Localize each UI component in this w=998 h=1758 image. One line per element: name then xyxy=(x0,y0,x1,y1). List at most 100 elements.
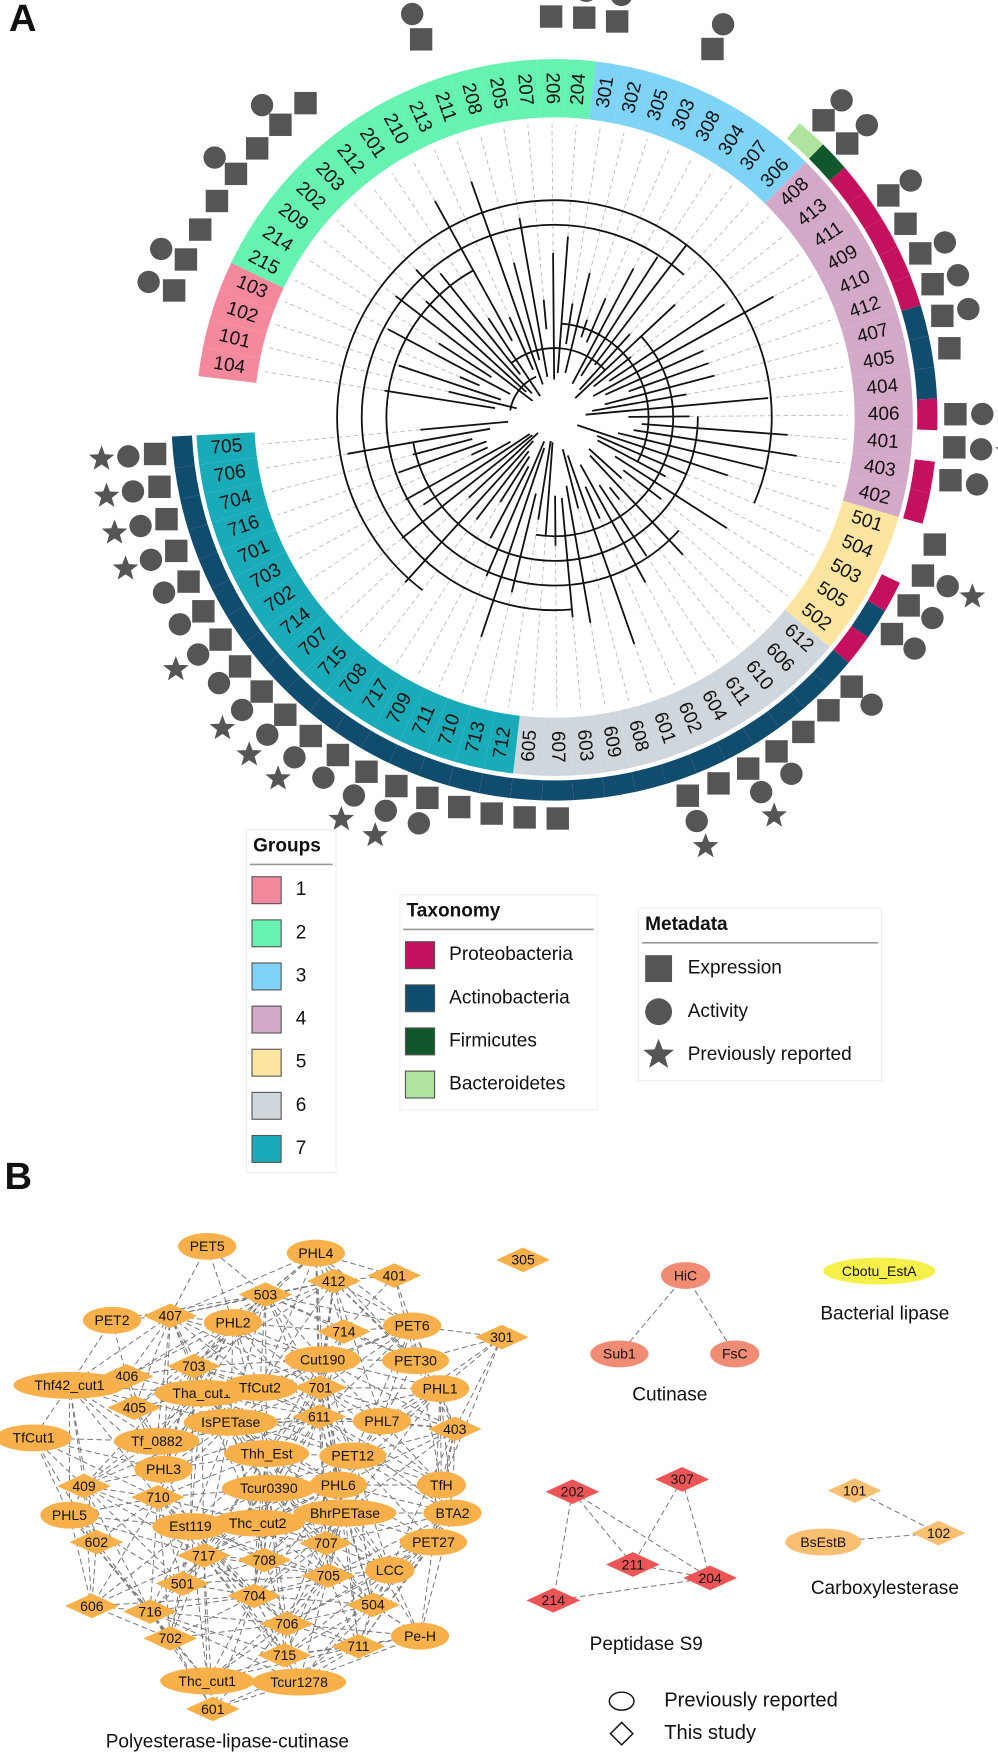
metadata-marker xyxy=(162,279,186,302)
network-edge xyxy=(318,1331,345,1417)
group-segment xyxy=(834,500,899,546)
network-edge xyxy=(318,1416,442,1486)
metadata-marker xyxy=(139,548,163,571)
metadata-marker xyxy=(168,613,192,636)
taxonomy-segment xyxy=(180,494,208,530)
network-edge xyxy=(322,1359,354,1456)
network-edge xyxy=(149,1583,183,1612)
tree-guide xyxy=(682,554,756,633)
taxonomy-segment xyxy=(916,398,938,431)
network-edge xyxy=(193,1252,317,1367)
group-segment xyxy=(852,427,913,459)
node-label: 409 xyxy=(72,1478,96,1494)
group-segment xyxy=(825,524,890,573)
network-edge xyxy=(193,1365,270,1489)
tree-guide xyxy=(657,170,714,258)
node-label: 710 xyxy=(146,1489,170,1505)
tree-guide xyxy=(395,501,501,665)
metadata-marker xyxy=(342,784,366,807)
network-edge xyxy=(286,1484,339,1625)
group-segment xyxy=(764,161,827,222)
legend-symbol xyxy=(645,955,673,983)
tree-branch xyxy=(585,297,607,343)
metadata-marker xyxy=(312,766,335,789)
tree-guide xyxy=(665,476,814,556)
network-node xyxy=(416,1471,466,1499)
network-node xyxy=(710,1340,760,1368)
network-edge xyxy=(91,1526,191,1607)
network-edge xyxy=(553,1577,711,1601)
cluster-caption: Bacterial lipase xyxy=(820,1304,949,1325)
group-segment xyxy=(198,346,261,383)
taxonomy-segment xyxy=(541,779,574,801)
node-label: Tha_cut1 xyxy=(172,1385,231,1401)
network-edge xyxy=(284,1604,374,1656)
leaf-label: 401 xyxy=(866,430,899,453)
network-edge xyxy=(454,1336,503,1430)
network-edge xyxy=(232,1322,320,1417)
metadata-marker xyxy=(230,698,254,722)
network-node xyxy=(252,1668,347,1696)
network-edge xyxy=(381,1325,413,1422)
tree-branch xyxy=(584,486,601,519)
taxonomy-segment xyxy=(211,579,245,617)
network-edge xyxy=(343,1275,395,1332)
network-edge xyxy=(133,1407,158,1442)
network-edge xyxy=(298,1575,329,1683)
network-edge xyxy=(268,1487,374,1606)
metadata-marker xyxy=(374,799,398,822)
node-label: LCC xyxy=(376,1562,404,1578)
metadata-marker xyxy=(971,402,994,426)
network-node xyxy=(210,1509,305,1537)
tree-branch xyxy=(628,415,690,418)
metadata-marker xyxy=(840,675,863,698)
node-label: TfCut1 xyxy=(13,1430,55,1446)
network-edge xyxy=(157,1496,265,1561)
tree-guide xyxy=(572,617,582,710)
node-label: 503 xyxy=(254,1286,278,1302)
metadata-marker xyxy=(150,237,173,261)
cluster-caption: Cutinase xyxy=(632,1384,707,1405)
tree-branch xyxy=(513,262,541,361)
tree-guide xyxy=(727,475,833,511)
network-edge xyxy=(157,1496,255,1597)
tree-branch xyxy=(412,438,473,456)
metadata-marker xyxy=(101,519,128,544)
tree-guide xyxy=(646,555,718,663)
network-node xyxy=(64,1593,119,1619)
node-label: 403 xyxy=(443,1421,467,1437)
metadata-marker xyxy=(737,757,760,780)
group-segment xyxy=(513,715,545,776)
node-label: PHL4 xyxy=(298,1245,333,1261)
network-edge xyxy=(352,1455,374,1605)
metadata-marker xyxy=(207,671,231,695)
metadata-marker xyxy=(707,772,730,795)
taxonomy-segment xyxy=(244,630,280,668)
network-node xyxy=(381,1347,450,1375)
node-label: 202 xyxy=(561,1484,585,1500)
node-label: 611 xyxy=(308,1408,331,1424)
panel-label: A xyxy=(9,0,37,40)
network-edge xyxy=(344,1428,456,1514)
node-label: 401 xyxy=(383,1267,407,1283)
network-node xyxy=(331,1633,386,1659)
tree-guide xyxy=(391,172,489,319)
leaf-label: 406 xyxy=(868,404,900,425)
network-edge xyxy=(201,1392,232,1423)
legend-label: This study xyxy=(664,1722,757,1744)
network-node xyxy=(293,1499,397,1527)
metadata-marker xyxy=(921,606,944,630)
taxonomy-segment xyxy=(879,246,911,283)
network-edge xyxy=(259,1280,335,1388)
network-edge xyxy=(327,1512,453,1577)
tree-branch xyxy=(487,317,541,397)
group-segment xyxy=(854,399,913,430)
tree-branch xyxy=(485,440,546,577)
metadata-marker xyxy=(539,5,563,28)
network-edge xyxy=(439,1388,456,1430)
tree-branch xyxy=(347,427,491,455)
metadata-marker xyxy=(355,760,378,783)
node-label: Thf42_cut1 xyxy=(34,1377,104,1393)
tree-branch xyxy=(571,268,635,385)
taxonomy-segment xyxy=(660,754,697,784)
